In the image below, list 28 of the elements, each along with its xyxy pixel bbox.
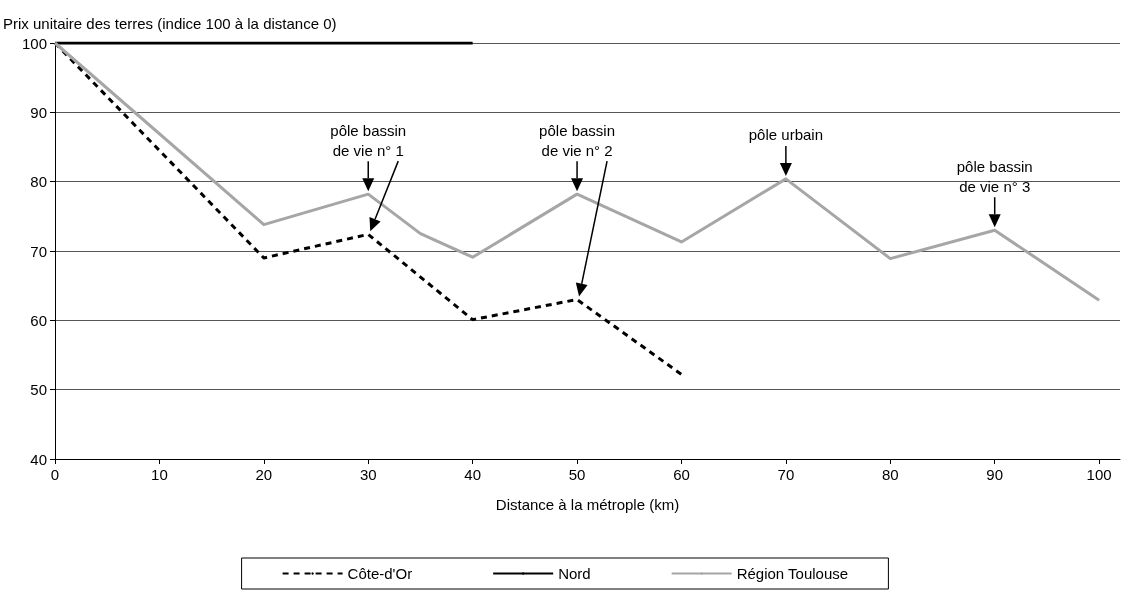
x-tick-label: 50 [568,466,586,483]
annotation: pôle bassin de vie n° 2 [539,121,615,159]
legend-label: Région Toulouse [736,565,849,582]
y-tick-label: 60 [30,311,47,329]
y-tick-label: 100 [21,34,47,52]
x-tick-label: 40 [464,466,481,483]
legend-label: Côte-d'Or [347,565,413,582]
y-tick-label: 90 [30,103,47,121]
x-tick-label: 80 [881,466,899,483]
x-tick-label: 20 [255,466,273,483]
x-axis-title: Distance à la métrople (km) [495,496,680,513]
annotation: pôle urbain [748,126,823,144]
annotation: pôle bassin de vie n° 3 [956,157,1033,195]
x-tick-label: 0 [50,466,60,483]
annotation: pôle bassin de vie n° 1 [330,121,407,159]
x-tick-label: 30 [359,466,377,483]
y-tick-label: 50 [30,381,47,399]
y-tick-label: 80 [30,173,47,191]
y-axis-title: Prix unitaire des terres (indice 100 à la distance 0) [3,15,337,32]
x-tick-label: 60 [673,466,690,483]
y-tick-label: 40 [30,450,47,468]
x-tick-label: 100 [1086,466,1112,483]
line-series [53,41,1101,302]
legend-label: Nord [558,565,591,582]
x-tick-label: 70 [777,466,795,483]
x-tick-label: 90 [986,466,1004,483]
x-tick-label: 10 [151,466,168,483]
y-tick-label: 70 [30,242,47,260]
